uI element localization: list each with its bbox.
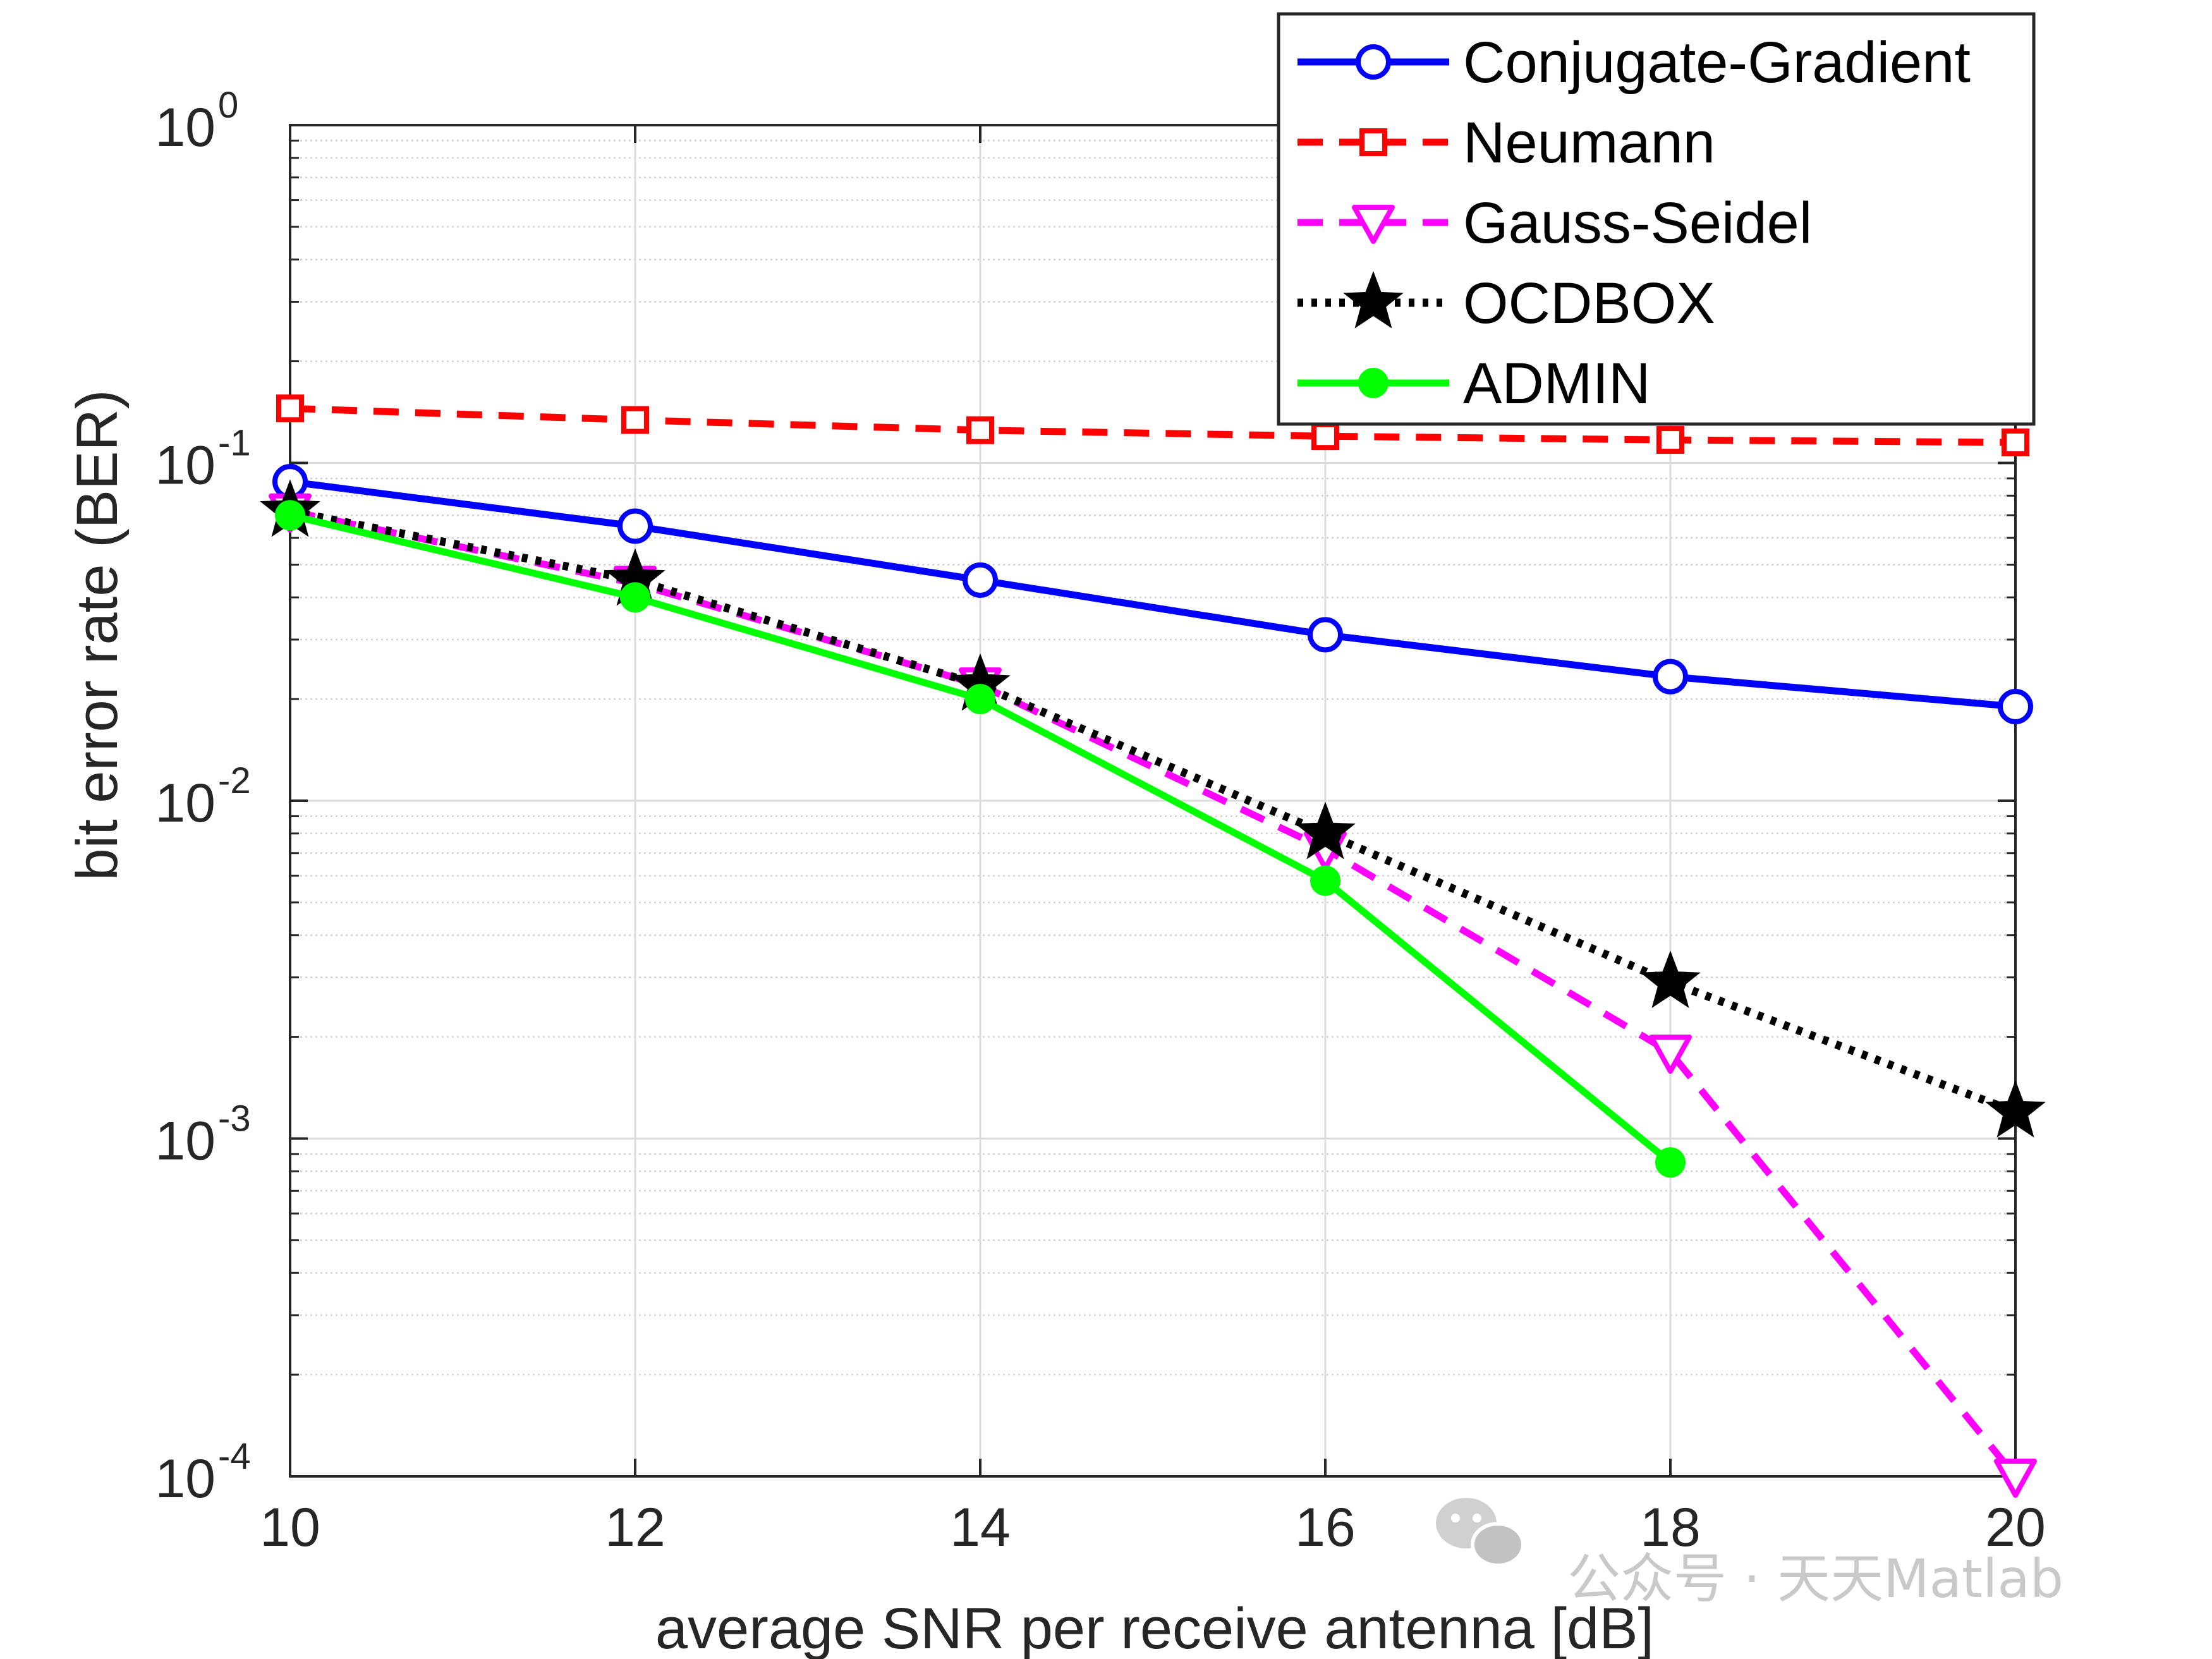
legend-entry-ocdbox: OCDBOX	[1297, 270, 1715, 336]
x-axis-title: average SNR per receive antenna [dB]	[655, 1596, 1654, 1659]
data-point-ocdbox	[1985, 1079, 2046, 1138]
series-conjugate-gradient	[272, 464, 2033, 725]
data-point-ocdbox	[1295, 801, 1356, 860]
data-point-conjugate-gradient	[1308, 617, 1343, 653]
x-tick-label: 12	[605, 1497, 665, 1558]
legend-marker-neumann	[1359, 128, 1387, 156]
data-point-gauss-seidel	[1649, 1035, 1692, 1074]
data-point-neumann	[621, 406, 649, 434]
series-line-ocdbox	[289, 507, 2017, 1116]
data-point-conjugate-gradient	[963, 562, 998, 598]
data-point-admin	[965, 684, 995, 715]
y-tick-label: 10	[155, 1449, 216, 1509]
data-point-conjugate-gradient	[1653, 659, 1688, 695]
series-admin	[275, 500, 1686, 1178]
data-point-conjugate-gradient	[1998, 689, 2033, 725]
y-tick-exponent: -3	[218, 1098, 251, 1139]
legend-label-neumann: Neumann	[1463, 111, 1715, 175]
data-point-neumann	[1311, 422, 1339, 451]
data-point-admin	[1655, 1147, 1686, 1178]
y-tick-label: 10	[155, 97, 216, 158]
legend-label-ocdbox: OCDBOX	[1463, 271, 1715, 336]
legend-entry-admin: ADMIN	[1297, 351, 1650, 416]
wechat-icon	[1436, 1498, 1525, 1567]
data-point-gauss-seidel	[1994, 1459, 2037, 1498]
x-tick-label: 16	[1295, 1497, 1356, 1558]
x-tick-label: 18	[1640, 1497, 1701, 1558]
watermark: 公众号 · 天天Matlab	[1436, 1498, 2063, 1610]
y-tick-exponent: 0	[218, 85, 238, 126]
y-tick-label: 10	[155, 773, 216, 834]
data-point-neumann	[1656, 426, 1684, 454]
series-layer	[260, 394, 2046, 1498]
series-line-neumann	[289, 404, 2016, 446]
legend-marker-conjugate-gradient	[1356, 44, 1391, 80]
y-axis-title: bit error rate (BER)	[65, 389, 130, 880]
data-point-admin	[1310, 865, 1340, 896]
y-tick-label: 10	[155, 1111, 216, 1172]
legend: Conjugate-Gradient Neumann Gauss-Seidel OCD…	[1277, 12, 2036, 426]
y-tick-exponent: -4	[218, 1436, 251, 1477]
y-tick-exponent: -2	[218, 760, 251, 801]
data-point-neumann	[2002, 428, 2029, 457]
legend-entry-conjugate-gradient: Conjugate-Gradient	[1297, 30, 1971, 95]
watermark-text: 公众号 · 天天Matlab	[1567, 1548, 2063, 1610]
data-point-conjugate-gradient	[617, 508, 653, 544]
x-tick-label: 20	[1985, 1497, 2046, 1558]
x-tick-label: 10	[260, 1497, 320, 1558]
legend-label-gauss-seidel: Gauss-Seidel	[1463, 191, 1812, 255]
legend-entry-neumann: Neumann	[1297, 111, 1715, 175]
data-point-admin	[275, 500, 305, 531]
y-tick-label: 10	[155, 435, 216, 496]
data-point-neumann	[276, 394, 304, 423]
legend-label-conjugate-gradient: Conjugate-Gradient	[1463, 30, 1971, 95]
series-line-conjugate-gradient	[289, 478, 2016, 710]
data-point-neumann	[966, 416, 994, 444]
legend-marker-admin	[1358, 368, 1389, 398]
x-tick-label: 14	[950, 1497, 1011, 1558]
legend-marker-ocdbox	[1343, 270, 1404, 329]
legend-label-admin: ADMIN	[1463, 351, 1650, 416]
data-point-admin	[620, 582, 650, 613]
series-neumann	[276, 394, 2029, 457]
data-point-ocdbox	[1640, 951, 1701, 1009]
legend-marker-gauss-seidel	[1352, 205, 1395, 244]
legend-entry-gauss-seidel: Gauss-Seidel	[1297, 191, 1812, 255]
y-tick-exponent: -1	[218, 423, 251, 464]
